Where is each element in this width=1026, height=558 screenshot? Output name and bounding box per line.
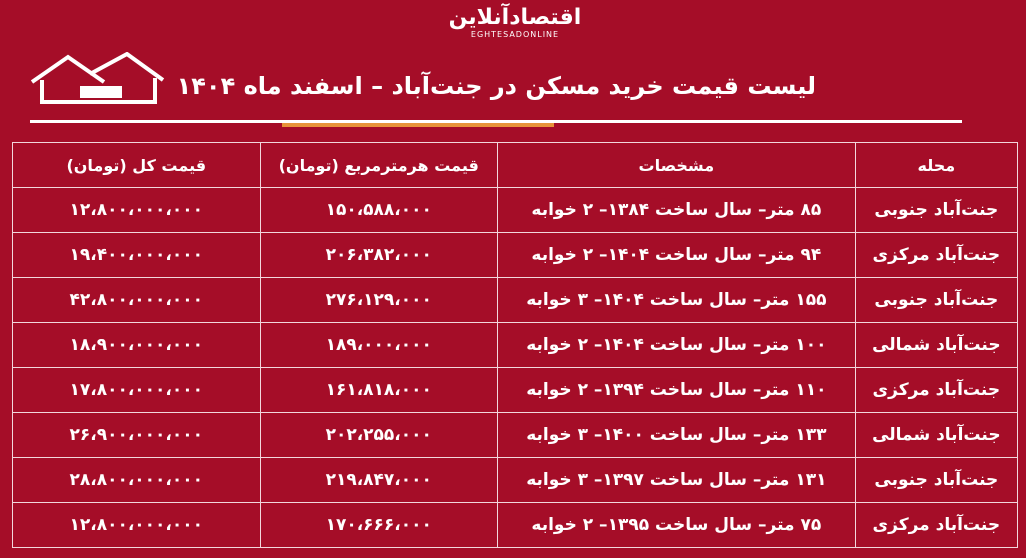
total-price-cell: ۱۹،۴۰۰،۰۰۰،۰۰۰ <box>12 232 261 278</box>
specs-cell: ۷۵ متر– سال ساخت ۱۳۹۵– ۲ خوابه <box>496 502 856 548</box>
header-specs: مشخصات <box>496 142 856 188</box>
price-per-sqm-cell: ۲۱۹،۸۴۷،۰۰۰ <box>259 457 498 503</box>
neighborhood-cell: جنت‌آباد شمالی <box>854 412 1019 458</box>
title-divider <box>30 120 962 123</box>
header-neighborhood: محله <box>854 142 1019 188</box>
price-per-sqm-cell: ۱۶۱،۸۱۸،۰۰۰ <box>259 367 498 413</box>
specs-cell: ۸۵ متر– سال ساخت ۱۳۸۴– ۲ خوابه <box>496 187 856 233</box>
neighborhood-cell: جنت‌آباد مرکزی <box>854 502 1019 548</box>
site-logo: اقتصادآنلاین EGHTESADONLINE <box>430 5 600 40</box>
total-price-cell: ۲۸،۸۰۰،۰۰۰،۰۰۰ <box>12 457 261 503</box>
price-per-sqm-cell: ۲۰۶،۳۸۲،۰۰۰ <box>259 232 498 278</box>
table-row: جنت‌آباد مرکزی ۷۵ متر– سال ساخت ۱۳۹۵– ۲ خ… <box>12 502 1019 548</box>
total-price-cell: ۴۲،۸۰۰،۰۰۰،۰۰۰ <box>12 277 261 323</box>
price-table: محله مشخصات قیمت هرمترمربع (تومان) قیمت … <box>12 142 1019 548</box>
house-icon <box>30 52 165 104</box>
logo-text-en: EGHTESADONLINE <box>470 30 560 39</box>
table-row: جنت‌آباد مرکزی ۹۴ متر– سال ساخت ۱۴۰۴– ۲ خ… <box>12 232 1019 278</box>
price-per-sqm-cell: ۲۰۲،۲۵۵،۰۰۰ <box>259 412 498 458</box>
total-price-cell: ۱۷،۸۰۰،۰۰۰،۰۰۰ <box>12 367 261 413</box>
table-row: جنت‌آباد مرکزی ۱۱۰ متر– سال ساخت ۱۳۹۴– ۲ … <box>12 367 1019 413</box>
header-price-per-sqm: قیمت هرمترمربع (تومان) <box>259 142 498 188</box>
header-total-price: قیمت کل (تومان) <box>12 142 261 188</box>
neighborhood-cell: جنت‌آباد مرکزی <box>854 232 1019 278</box>
price-per-sqm-cell: ۱۷۰،۶۶۶،۰۰۰ <box>259 502 498 548</box>
total-price-cell: ۲۶،۹۰۰،۰۰۰،۰۰۰ <box>12 412 261 458</box>
specs-cell: ۱۳۱ متر– سال ساخت ۱۳۹۷– ۳ خوابه <box>496 457 856 503</box>
total-price-cell: ۱۲،۸۰۰،۰۰۰،۰۰۰ <box>12 502 261 548</box>
specs-cell: ۱۳۳ متر– سال ساخت ۱۴۰۰– ۳ خوابه <box>496 412 856 458</box>
price-per-sqm-cell: ۱۸۹،۰۰۰،۰۰۰ <box>259 322 498 368</box>
table-row: جنت‌آباد جنوبی ۱۵۵ متر– سال ساخت ۱۴۰۴– ۳ … <box>12 277 1019 323</box>
neighborhood-cell: جنت‌آباد مرکزی <box>854 367 1019 413</box>
neighborhood-cell: جنت‌آباد جنوبی <box>854 187 1019 233</box>
total-price-cell: ۱۸،۹۰۰،۰۰۰،۰۰۰ <box>12 322 261 368</box>
table-row: جنت‌آباد شمالی ۱۳۳ متر– سال ساخت ۱۴۰۰– ۳ … <box>12 412 1019 458</box>
neighborhood-cell: جنت‌آباد جنوبی <box>854 277 1019 323</box>
table-row: جنت‌آباد جنوبی ۸۵ متر– سال ساخت ۱۳۸۴– ۲ خ… <box>12 187 1019 233</box>
specs-cell: ۹۴ متر– سال ساخت ۱۴۰۴– ۲ خوابه <box>496 232 856 278</box>
specs-cell: ۱۵۵ متر– سال ساخت ۱۴۰۴– ۳ خوابه <box>496 277 856 323</box>
neighborhood-cell: جنت‌آباد جنوبی <box>854 457 1019 503</box>
title-divider-accent <box>282 123 554 127</box>
specs-cell: ۱۱۰ متر– سال ساخت ۱۳۹۴– ۲ خوابه <box>496 367 856 413</box>
price-per-sqm-cell: ۱۵۰،۵۸۸،۰۰۰ <box>259 187 498 233</box>
specs-cell: ۱۰۰ متر– سال ساخت ۱۴۰۴– ۲ خوابه <box>496 322 856 368</box>
table-header-row: محله مشخصات قیمت هرمترمربع (تومان) قیمت … <box>12 142 1019 188</box>
neighborhood-cell: جنت‌آباد شمالی <box>854 322 1019 368</box>
total-price-cell: ۱۲،۸۰۰،۰۰۰،۰۰۰ <box>12 187 261 233</box>
table-row: جنت‌آباد شمالی ۱۰۰ متر– سال ساخت ۱۴۰۴– ۲ … <box>12 322 1019 368</box>
logo-text-fa: اقتصادآنلاین <box>448 5 582 30</box>
page-title: لیست قیمت خرید مسکن در جنت‌آباد – اسفند … <box>176 72 816 100</box>
price-per-sqm-cell: ۲۷۶،۱۲۹،۰۰۰ <box>259 277 498 323</box>
table-row: جنت‌آباد جنوبی ۱۳۱ متر– سال ساخت ۱۳۹۷– ۳ … <box>12 457 1019 503</box>
